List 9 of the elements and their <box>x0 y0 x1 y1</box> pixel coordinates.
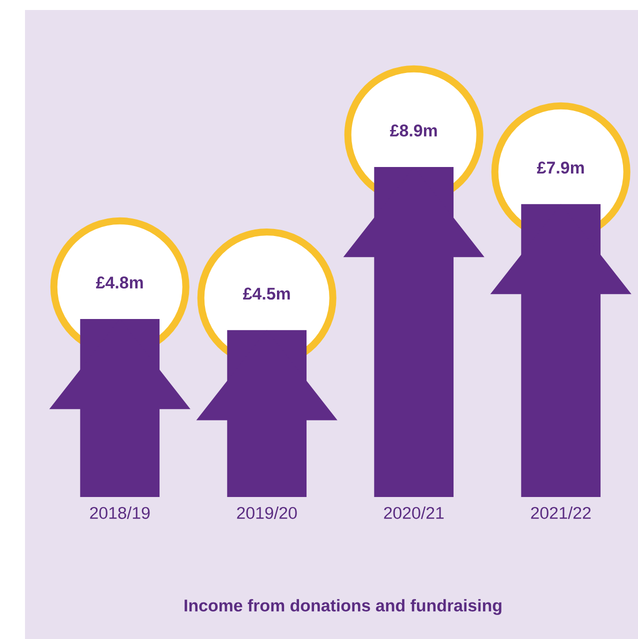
x-tick-label: 2018/19 <box>90 506 150 519</box>
x-tick-label: 2019/20 <box>237 506 297 519</box>
data-label: £4.5m <box>243 288 290 300</box>
data-label: £7.9m <box>537 162 584 174</box>
data-label: £8.9m <box>390 124 437 137</box>
text: Income from donations and fundraising <box>184 599 502 615</box>
x-tick-label: 2020/21 <box>384 506 444 519</box>
x-tick-label: 2021/22 <box>531 506 591 519</box>
data-label: £4.8m <box>96 276 143 289</box>
